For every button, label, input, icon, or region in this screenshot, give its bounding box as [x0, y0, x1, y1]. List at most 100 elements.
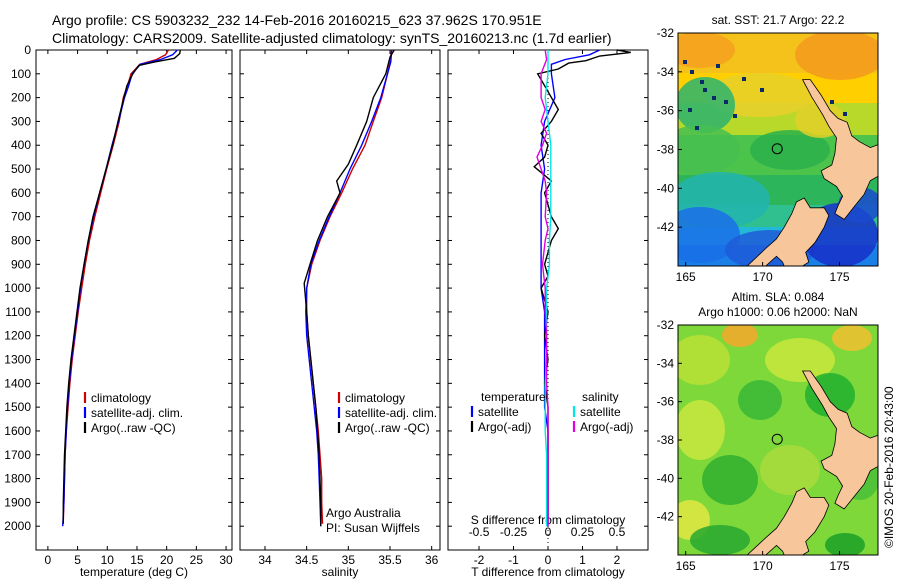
depth-ytick-label: 1300 [4, 353, 31, 367]
sla-map-argo-marker [771, 433, 783, 445]
legend-salinity-title: salinity [582, 390, 619, 404]
sst-missing-cell [742, 77, 746, 81]
salinity-legend-2-label: Argo(..raw -QC) [345, 421, 430, 435]
sla-map-title: Altim. SLA: 0.084 [732, 290, 825, 304]
sst-patch [750, 130, 830, 170]
temperature-series-climatology [62, 49, 169, 522]
sal-diff-argo [536, 49, 549, 527]
sla-map-ytick-label: -40 [657, 471, 675, 485]
sst-map-xtick-label: 175 [830, 270, 850, 284]
salinity-xlabel: salinity [322, 565, 359, 579]
sla-map-xtick-label: 170 [753, 559, 773, 573]
legend-sal-satellite-label: satellite [580, 405, 621, 419]
sla-map-ytick-label: -32 [657, 318, 675, 332]
sst-map-title: sat. SST: 21.7 Argo: 22.2 [712, 13, 845, 27]
sst-missing-cell [703, 88, 707, 92]
temperature-legend-2-label: Argo(..raw -QC) [91, 421, 176, 435]
sst-missing-cell [843, 112, 847, 116]
salinity-x-tick-label: 36 [425, 553, 439, 567]
sla-patch [765, 338, 835, 382]
sla-patch [702, 455, 758, 505]
temp-diff-satellite [540, 49, 600, 527]
sla-map-xtick-label: 175 [830, 559, 850, 573]
sst-patch [678, 33, 735, 68]
sst-patch [678, 125, 740, 175]
legend-temp-satellite-label: satellite [478, 405, 519, 419]
sla-map-xtick-label: 165 [676, 559, 696, 573]
salinity-legend-0-label: climatology [345, 391, 405, 405]
sst-map-north-island [801, 79, 878, 220]
salinity-diff-tick-label: -0.25 [500, 525, 528, 539]
difference-x-tick-label: -2 [474, 553, 485, 567]
sla-patch [832, 325, 872, 351]
temperature-legend-1-label: satellite-adj. clim. [91, 406, 183, 420]
sst-missing-cell [700, 80, 704, 84]
depth-ytick-label: 1800 [4, 472, 31, 486]
sst-patch [678, 207, 740, 263]
sla-map-north-island [801, 370, 878, 510]
figure-title-line1: Argo profile: CS 5903232_232 14-Feb-2016… [52, 12, 542, 28]
sst-map-south-island [746, 197, 830, 266]
sla-map-ytick-label: -36 [657, 395, 675, 409]
depth-ytick-label: 900 [11, 257, 31, 271]
sal-diff-satellite [544, 50, 552, 527]
temperature-x-tick-label: 25 [190, 553, 204, 567]
salinity-diff-tick-label: 0.25 [571, 525, 595, 539]
salinity-series-argo [303, 49, 395, 527]
depth-ytick-label: 1100 [5, 305, 31, 319]
figure-title-line2: Climatology: CARS2009. Satellite-adjuste… [52, 30, 612, 46]
temperature-x-tick-label: 0 [45, 553, 52, 567]
sst-missing-cell [830, 100, 834, 104]
temperature-xlabel: temperature (deg C) [80, 565, 188, 579]
salinity-x-tick-label: 35 [342, 553, 356, 567]
temperature-legend-0-label: climatology [91, 391, 151, 405]
salinity-diff-tick-label: 0 [545, 525, 552, 539]
sst-map-ytick-label: -32 [657, 26, 675, 40]
depth-ytick-label: 100 [11, 67, 31, 81]
depth-ytick-label: 300 [11, 114, 31, 128]
sst-map-ytick-label: -40 [657, 181, 675, 195]
depth-ytick-label: 1200 [4, 329, 31, 343]
depth-ytick-label: 0 [24, 43, 31, 57]
temperature-x-tick-label: 30 [219, 553, 233, 567]
sst-missing-cell [733, 114, 737, 118]
sst-missing-cell [688, 108, 692, 112]
depth-ytick-label: 1900 [4, 495, 31, 509]
temperature-axes [35, 49, 233, 551]
sst-missing-cell [760, 88, 764, 92]
sst-map-ytick-label: -38 [657, 143, 675, 157]
depth-ytick-label: 1400 [4, 376, 31, 390]
sla-map-south-island [746, 487, 830, 555]
legend-sal-argo-label: Argo(-adj) [580, 420, 633, 434]
salinity-diff-tick-label: 0.5 [609, 525, 626, 539]
depth-ytick-label: 1500 [4, 400, 31, 414]
sst-missing-cell [724, 100, 728, 104]
sla-patch [738, 380, 782, 420]
salinity-x-tick-label: 35.5 [378, 553, 402, 567]
sla-map-ytick-label: -42 [657, 510, 675, 524]
legend-temp-argo-label: Argo(-adj) [478, 420, 531, 434]
sla-patch [722, 325, 758, 347]
sst-missing-cell [683, 60, 687, 64]
depth-ytick-label: 1600 [4, 424, 31, 438]
sla-map-ytick-label: -38 [657, 433, 675, 447]
temperature-x-tick-label: 5 [74, 553, 81, 567]
salinity-diff-tick-label: -0.5 [469, 525, 490, 539]
sst-missing-cell [690, 70, 694, 74]
salinity-x-tick-label: 34.5 [295, 553, 319, 567]
sla-patch [825, 533, 865, 555]
salinity-legend-1-label: satellite-adj. clim. [345, 406, 437, 420]
temperature-x-tick-label: 10 [101, 553, 115, 567]
sla-map-ytick-label: -34 [657, 356, 675, 370]
credit-org: Argo Australia [326, 506, 401, 520]
depth-ytick-label: 2000 [4, 519, 31, 533]
sst-map-xtick-label: 170 [753, 270, 773, 284]
difference-x-tick-label: -1 [508, 553, 519, 567]
depth-ytick-label: 800 [11, 233, 31, 247]
depth-ytick-label: 1000 [4, 281, 31, 295]
sst-missing-cell [695, 126, 699, 130]
legend-temperature-title: temperature [481, 390, 546, 404]
sla-patch [760, 445, 820, 495]
sst-missing-cell [716, 64, 720, 68]
